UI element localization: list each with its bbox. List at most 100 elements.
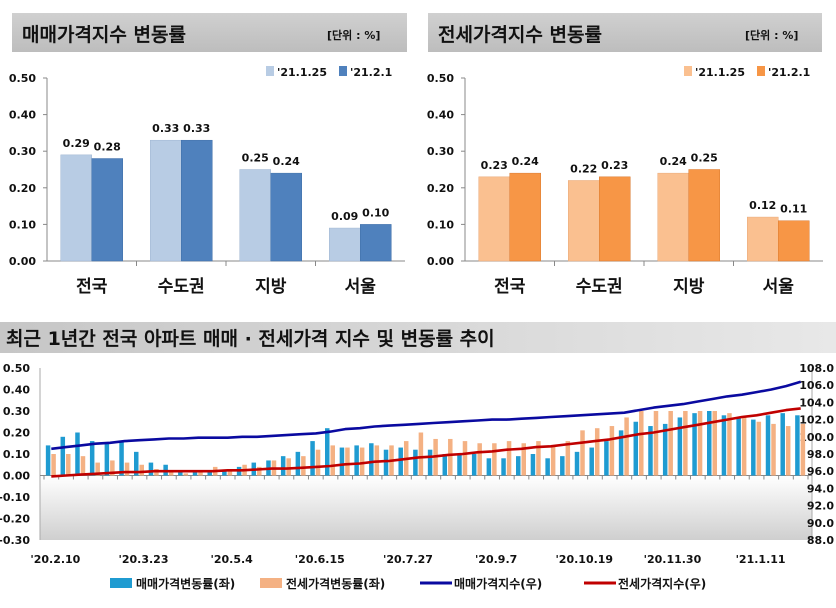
sale-rate-bar xyxy=(60,436,66,476)
data-label: 0.22 xyxy=(570,162,597,175)
sale-rate-bar xyxy=(545,458,550,476)
jeonse-rate-bar xyxy=(492,443,497,476)
category-label: 서울 xyxy=(763,277,795,297)
sale-rate-bar xyxy=(134,451,139,476)
legend-label: 전세가격변동률(좌) xyxy=(286,576,385,591)
jeonse-rate-bar xyxy=(345,447,350,476)
jeonse-rate-bar xyxy=(550,445,556,476)
x-tick-label: '20.10.19 xyxy=(555,553,613,566)
sale-rate-bar xyxy=(516,456,521,476)
right-tick-label: 98.0 xyxy=(807,448,834,461)
sale-rate-bar xyxy=(707,411,712,476)
jeonse-rate-bar xyxy=(624,417,629,476)
right-tick-label: 102.0 xyxy=(799,414,834,427)
left-tick-label: 0.10 xyxy=(3,448,30,461)
jeonse-rate-bar-chart: 0.50 0.40 0.30 0.20 0.10 0.00 전국 0.23 0.24 수도권 0.2… xyxy=(427,66,823,297)
sale-rate-bar xyxy=(501,458,506,476)
legend-label: 매매가격변동률(좌) xyxy=(136,576,235,591)
sale-rate-bar xyxy=(795,415,800,476)
sale-index-line xyxy=(51,380,802,451)
jeonse-rate-bar xyxy=(80,456,86,476)
sale-rate-bar xyxy=(413,449,418,476)
jeonse-rate-bar xyxy=(198,471,203,476)
sale-rate-bar xyxy=(104,443,110,476)
left-tick-label: 0.50 xyxy=(3,362,30,375)
jeonse-rate-bar xyxy=(639,411,644,476)
bar xyxy=(239,169,271,262)
jeonse-rate-bar xyxy=(257,466,262,476)
data-label: 0.25 xyxy=(242,152,269,165)
jeonse-rate-bar xyxy=(301,456,306,476)
sale-rate-bar xyxy=(295,451,301,476)
sale-rate-bar xyxy=(530,454,536,476)
sale-rate-bar xyxy=(325,428,330,476)
bar xyxy=(599,176,631,262)
jeonse-rate-bar xyxy=(418,432,424,476)
data-label: 0.24 xyxy=(512,155,539,168)
jeonse-rate-bar xyxy=(286,458,291,476)
sale-rate-bar xyxy=(765,415,771,476)
jeonse-rate-bar xyxy=(315,449,321,476)
jeonse-rate-bar xyxy=(506,441,512,476)
data-label: 0.10 xyxy=(362,206,389,219)
sale-rate-bar xyxy=(604,441,609,476)
left-tick-label: 0.00 xyxy=(3,470,30,483)
sale-rate-bar xyxy=(398,447,403,476)
sale-rate-bar xyxy=(178,471,183,476)
jeonse-rate-bar xyxy=(110,460,115,476)
left-tick-label: 0.20 xyxy=(3,427,30,440)
sale-rate-bar xyxy=(736,417,741,476)
sale-chart-title: 매매가격지수 변동률 xyxy=(22,24,186,46)
category-label: 서울 xyxy=(345,277,377,297)
sale-rate-bar xyxy=(192,471,198,476)
y-tick-label: 0.00 xyxy=(9,255,36,268)
jeonse-rate-bar xyxy=(594,428,600,476)
jeonse-rate-bar xyxy=(477,443,482,476)
jeonse-rate-bar xyxy=(66,454,71,476)
sale-rate-bar xyxy=(45,445,51,476)
y-tick-label: 0.30 xyxy=(427,145,454,158)
jeonse-rate-bar xyxy=(712,411,717,476)
jeonse-rate-bar xyxy=(727,413,732,476)
sale-chart-header xyxy=(12,13,407,52)
sale-rate-bar xyxy=(148,462,154,476)
bar xyxy=(747,216,779,262)
y-tick-label: 0.00 xyxy=(427,255,454,268)
legend-swatch xyxy=(110,578,132,588)
jeonse-rate-bar xyxy=(462,441,468,476)
y-tick-label: 0.20 xyxy=(9,182,36,195)
jeonse-rate-bar xyxy=(609,426,615,476)
jeonse-rate-bar xyxy=(771,423,776,476)
jeonse-rate-bar xyxy=(536,441,541,476)
x-tick-label: '20.7.27 xyxy=(383,553,433,566)
data-label: 0.09 xyxy=(331,210,358,223)
left-tick-label: -0.30 xyxy=(0,534,30,547)
y-tick-label: 0.10 xyxy=(9,218,36,231)
bar xyxy=(150,139,182,262)
left-tick-label: 0.40 xyxy=(3,384,30,397)
sale-rate-bar xyxy=(442,454,448,476)
jeonse-rate-bar xyxy=(168,471,174,476)
bar xyxy=(778,220,810,262)
category-label: 지방 xyxy=(673,277,705,297)
jeonse-rate-bar xyxy=(741,417,747,476)
jeonse-rate-bar xyxy=(227,469,233,476)
sale-rate-bar xyxy=(383,449,389,476)
x-tick-label: '21.1.11 xyxy=(736,553,786,566)
jeonse-rate-bar xyxy=(697,411,703,476)
bar xyxy=(509,172,541,262)
jeonse-rate-bar xyxy=(800,423,806,476)
bar xyxy=(568,180,600,262)
data-label: 0.11 xyxy=(780,203,807,216)
sale-rate-bar-chart: 0.50 0.40 0.30 0.20 0.10 0.00 전국 0.29 0.28 수도권 0.3… xyxy=(9,66,405,297)
legend-swatch xyxy=(757,66,765,76)
left-tick-label: -0.20 xyxy=(0,513,30,526)
sale-chart-unit: [단위 : %] xyxy=(327,28,380,42)
data-label: 0.33 xyxy=(183,122,210,135)
jeonse-chart-header xyxy=(428,13,822,52)
bar xyxy=(270,172,302,262)
x-tick-label: '20.9.7 xyxy=(475,553,517,566)
y-tick-label: 0.50 xyxy=(427,72,454,85)
sale-rate-bar xyxy=(574,451,580,476)
sale-rate-bar xyxy=(75,432,80,476)
